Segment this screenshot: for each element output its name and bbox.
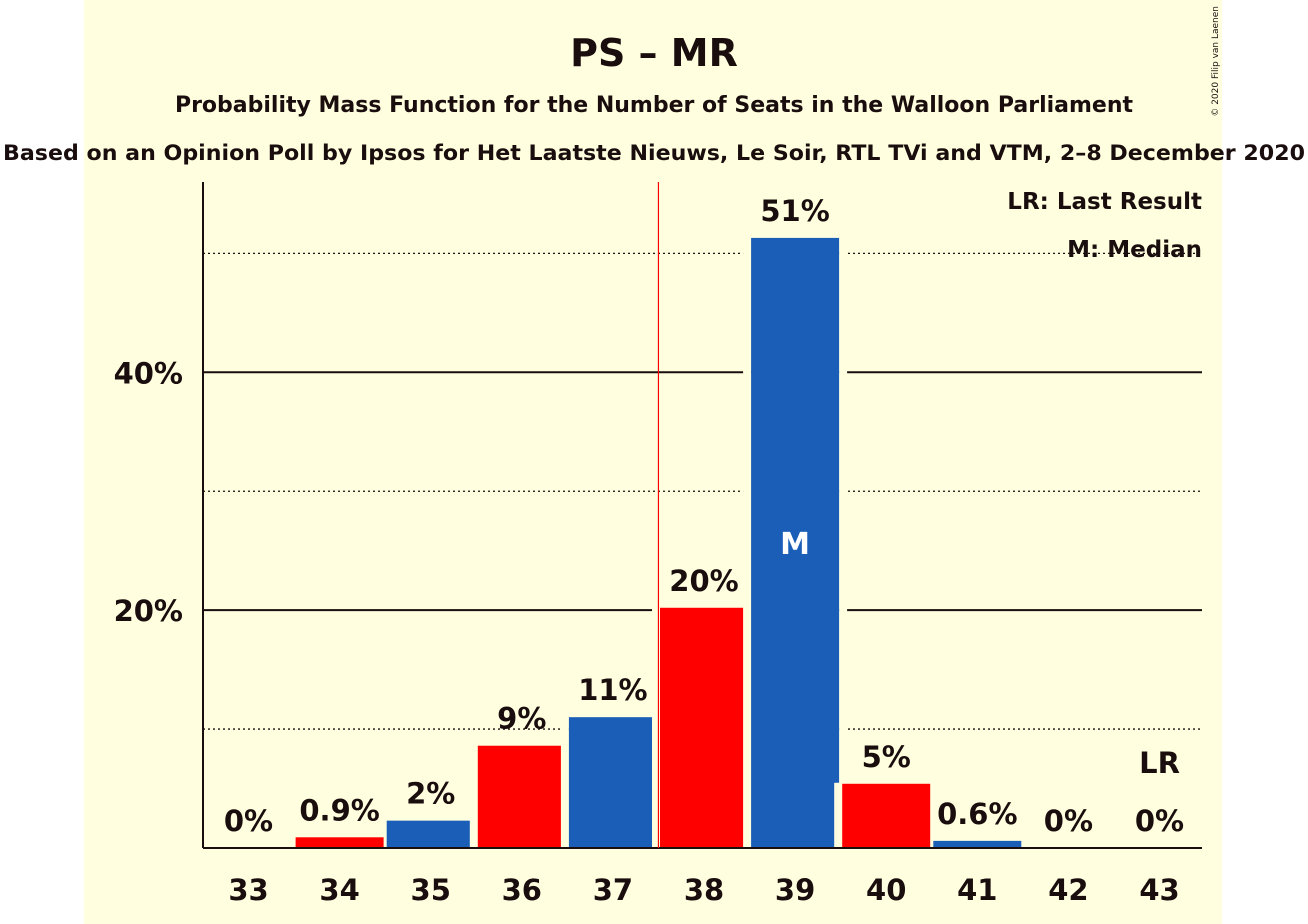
bar-gap-left-39 — [743, 236, 752, 848]
bar-labels: 0% 0.9% 2% 9% 11% 20% 51% 5% 0.6% 0% 0% — [224, 194, 1184, 838]
last-result-marker: LR — [1139, 746, 1180, 780]
y-tick-label-1: 40% — [114, 356, 183, 390]
chart-source: Based on an Opinion Poll by Ipsos for He… — [3, 141, 1305, 165]
bar-seat-40 — [842, 783, 931, 848]
bar-seat-36 — [477, 745, 566, 848]
chart-title: PS – MR — [570, 31, 738, 75]
bar-seat-37 — [568, 717, 657, 848]
markers: M LR — [657, 182, 1180, 848]
bar-gap-right-40 — [930, 782, 939, 848]
chart-subtitle: Probability Mass Function for the Number… — [175, 93, 1134, 118]
bar-label-seat-33: 0% — [224, 804, 273, 838]
bar-label-seat-39: 51% — [760, 194, 829, 228]
x-tick-label-42: 42 — [1048, 873, 1088, 907]
bar-gap-left-40 — [834, 782, 843, 848]
legend-last-result: LR: Last Result — [1007, 189, 1202, 215]
bar-gap-right-39 — [839, 236, 848, 848]
x-tick-label-33: 33 — [228, 873, 268, 907]
bar-label-seat-35: 2% — [406, 777, 455, 811]
bar-gap-left-36 — [469, 744, 478, 848]
x-tick-label-34: 34 — [319, 873, 359, 907]
x-tick-label-36: 36 — [502, 873, 542, 907]
bar-label-seat-41: 0.6% — [937, 797, 1017, 831]
bar-gap-left-38 — [652, 606, 660, 848]
bar-seat-41 — [933, 840, 1022, 848]
bar-seat-38 — [660, 607, 748, 848]
x-tick-label-37: 37 — [593, 873, 633, 907]
bar-gap-left-37 — [560, 716, 569, 848]
median-marker: M — [780, 527, 810, 562]
bar-label-seat-37: 11% — [578, 673, 647, 707]
legend-median: M: Median — [1067, 237, 1202, 263]
bar-seat-34 — [295, 837, 384, 848]
bar-label-seat-36: 9% — [497, 702, 546, 736]
bar-label-seat-34: 0.9% — [299, 793, 379, 827]
bar-seat-35 — [386, 820, 475, 848]
x-tick-label-38: 38 — [684, 873, 724, 907]
x-tick-label-35: 35 — [411, 873, 451, 907]
y-axis-ticks: 20% 40% — [114, 356, 183, 628]
x-tick-label-40: 40 — [866, 873, 906, 907]
copyright-notice: © 2020 Filip van Laenen — [1211, 6, 1221, 117]
x-tick-label-39: 39 — [775, 873, 815, 907]
bar-label-seat-40: 5% — [862, 740, 911, 774]
y-tick-label-0: 20% — [114, 594, 183, 628]
bar-label-seat-38: 20% — [669, 564, 738, 598]
x-tick-label-43: 43 — [1139, 873, 1179, 907]
bar-label-seat-42: 0% — [1044, 804, 1093, 838]
x-axis-ticks: 33 34 35 36 37 38 39 40 41 42 43 — [228, 873, 1179, 907]
bar-label-seat-43: 0% — [1135, 804, 1184, 838]
bar-seat-39 — [751, 237, 840, 848]
bars — [295, 236, 1022, 848]
x-tick-label-41: 41 — [957, 873, 997, 907]
